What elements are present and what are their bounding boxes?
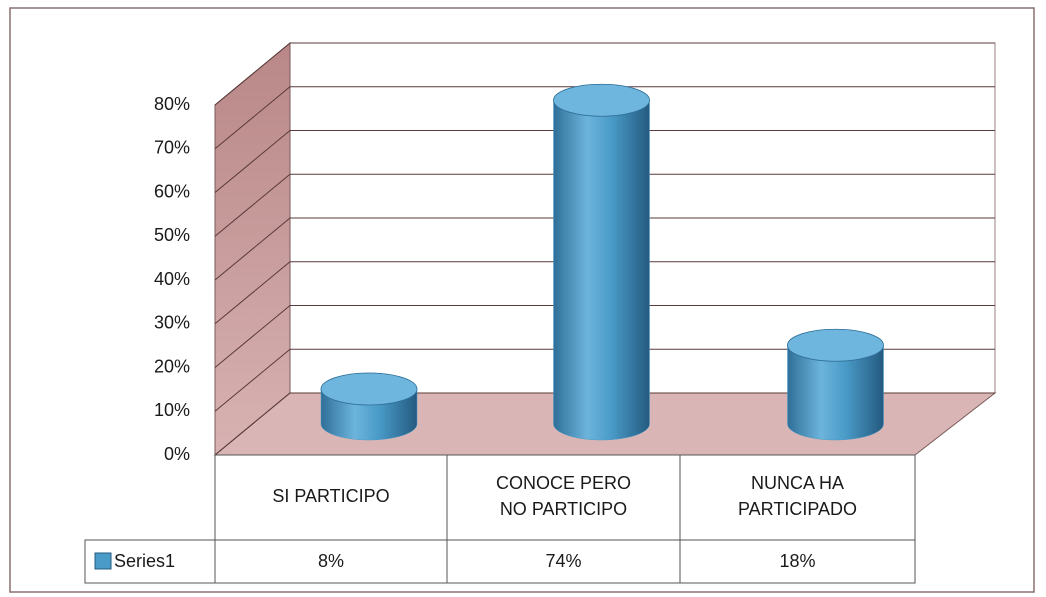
grid-line bbox=[214, 86, 995, 150]
grid-line bbox=[214, 348, 995, 412]
bar-top bbox=[787, 328, 884, 362]
y-tick-label: 60% bbox=[154, 181, 190, 201]
category-label: NUNCA HA PARTICIPADO bbox=[738, 473, 857, 519]
grid-line bbox=[214, 217, 995, 281]
grid-line bbox=[214, 42, 995, 106]
grid-line bbox=[214, 173, 995, 237]
y-tick-label: 10% bbox=[154, 400, 190, 420]
grid-line bbox=[214, 130, 995, 193]
data-table: SI PARTICIPO 8% CONOCE PERO NO PARTICIPO 74%… bbox=[84, 454, 916, 584]
value-label: 74% bbox=[545, 551, 581, 571]
legend-key bbox=[94, 552, 112, 570]
category-label: CONOCE PERO NO PARTICIPO bbox=[496, 473, 631, 519]
y-tick-label: 50% bbox=[154, 225, 190, 245]
value-label: 18% bbox=[779, 551, 815, 571]
y-tick-label: 30% bbox=[154, 313, 190, 333]
value-label: 8% bbox=[318, 551, 344, 571]
bar-top bbox=[553, 83, 650, 117]
y-tick-label: 0% bbox=[164, 444, 190, 464]
bar-top bbox=[320, 372, 418, 406]
y-tick-label: 70% bbox=[154, 138, 190, 158]
legend-label: Series1 bbox=[114, 551, 175, 571]
grid-line bbox=[214, 305, 995, 368]
table-cell bbox=[84, 539, 916, 584]
bar bbox=[553, 84, 650, 441]
category-label: SI PARTICIPO bbox=[272, 486, 389, 506]
y-tick-label: 20% bbox=[154, 356, 190, 376]
y-tick-label: 80% bbox=[154, 94, 190, 114]
grid-line bbox=[214, 392, 995, 456]
y-tick-label: 40% bbox=[154, 269, 190, 289]
grid-line bbox=[214, 261, 995, 325]
